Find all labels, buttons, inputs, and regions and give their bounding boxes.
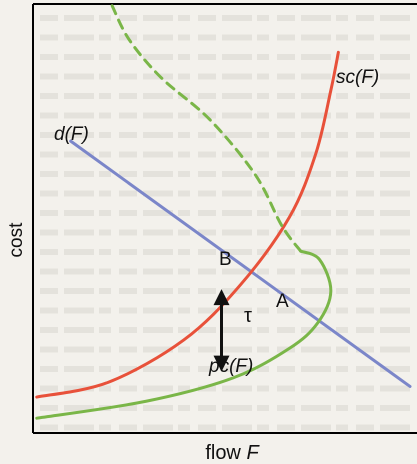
y-axis-label: cost — [6, 222, 27, 258]
x-axis-label: flow F — [205, 442, 260, 464]
series-layer — [35, 4, 412, 420]
series-label-sc: sc(F) — [336, 67, 379, 88]
tau-arrow — [213, 289, 230, 372]
series-line-scf-1 — [35, 50, 340, 399]
series-line-pcf-2 — [35, 249, 333, 420]
series-label-d: d(F) — [54, 124, 89, 145]
x-axis-label-var: F — [246, 442, 260, 464]
series-line-df-0 — [69, 139, 412, 388]
x-axis-label-prefix: flow — [205, 442, 241, 464]
point-label-b: B — [219, 249, 232, 270]
series-label-pc: pc(F) — [208, 356, 253, 377]
series-line-dashed-continuation-3 — [110, 4, 303, 253]
tau-arrow-head-down — [213, 355, 230, 372]
tau-arrow-head-up — [213, 289, 230, 306]
point-label-a: A — [276, 291, 289, 312]
tau-label: τ — [244, 305, 252, 327]
